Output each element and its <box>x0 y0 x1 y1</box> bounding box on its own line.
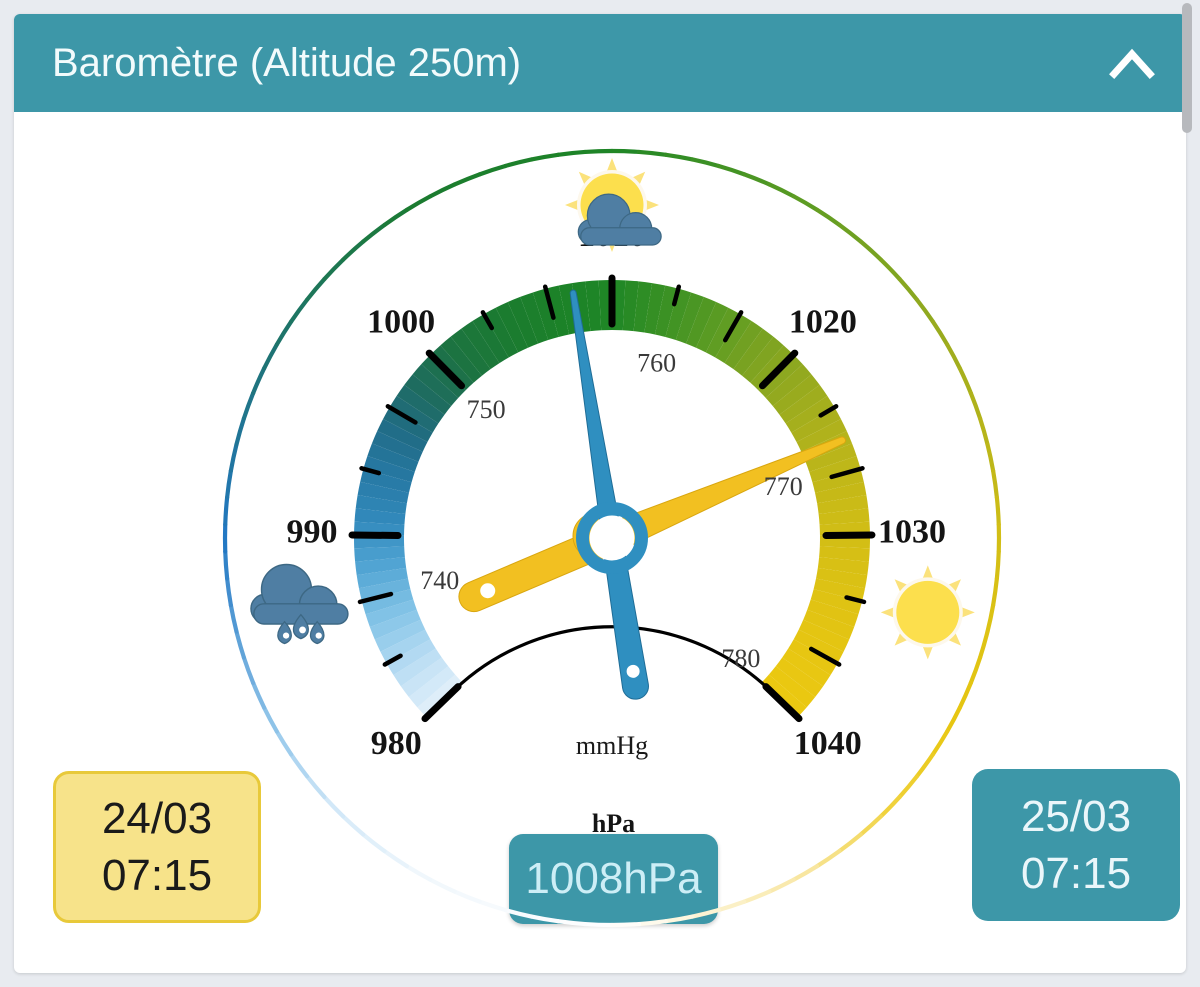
svg-text:990: 990 <box>287 513 338 550</box>
svg-text:980: 980 <box>371 725 422 762</box>
svg-text:760: 760 <box>637 349 676 378</box>
svg-text:750: 750 <box>467 395 506 424</box>
svg-text:770: 770 <box>764 472 803 501</box>
svg-text:780: 780 <box>721 644 760 673</box>
svg-text:1030: 1030 <box>878 513 946 550</box>
svg-text:mmHg: mmHg <box>576 731 648 760</box>
svg-text:1000: 1000 <box>367 303 435 340</box>
svg-text:1020: 1020 <box>789 303 857 340</box>
svg-text:740: 740 <box>420 566 459 595</box>
svg-text:1040: 1040 <box>794 725 862 762</box>
